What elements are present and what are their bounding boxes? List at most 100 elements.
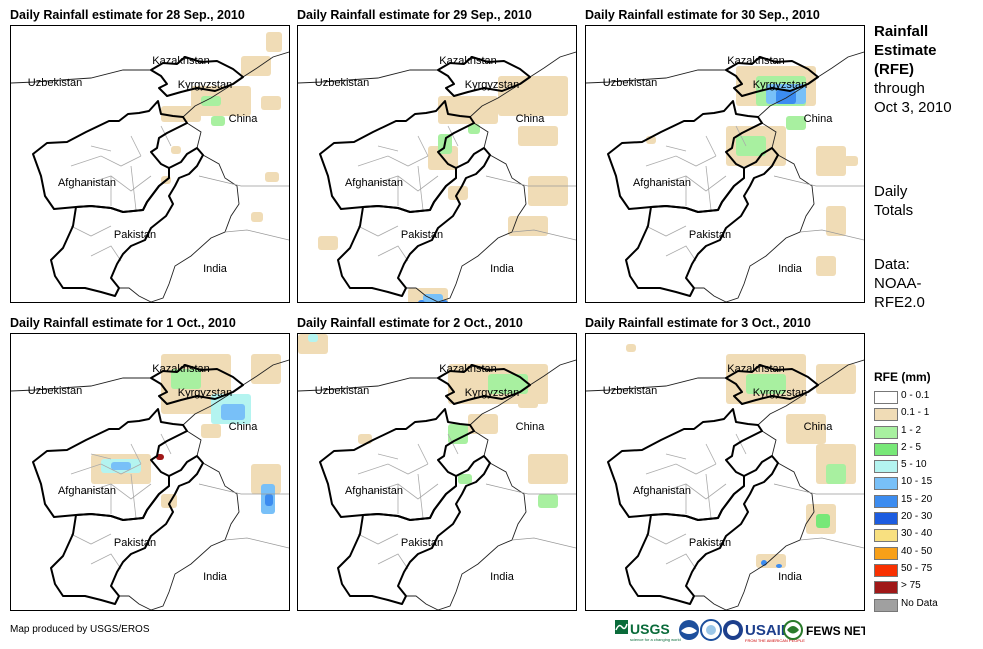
label-kazakhstan: Kazakhstan <box>152 55 209 67</box>
india-border <box>694 154 815 302</box>
legend-swatch <box>874 460 898 474</box>
legend-label: 30 - 40 <box>901 528 933 540</box>
kyrgyzstan-outline <box>150 364 244 405</box>
legend-label: 10 - 15 <box>901 476 933 488</box>
label-pakistan: Pakistan <box>401 537 443 549</box>
label-afghanistan: Afghanistan <box>633 177 691 189</box>
india-state-lines <box>485 483 576 549</box>
rainfall-patch <box>423 294 443 302</box>
rainfall-patch <box>786 414 826 444</box>
legend-swatch <box>874 581 898 595</box>
india-border <box>694 462 815 610</box>
rainfall-patch <box>201 424 221 438</box>
label-china: China <box>804 421 834 433</box>
rainfall-patch <box>171 146 181 154</box>
legend-label: 0 - 0.1 <box>901 390 930 401</box>
rainfall-patch <box>816 514 830 528</box>
map-svg: Kazakhstan Uzbekistan Kyrgyzstan China Afgha… <box>586 51 864 302</box>
legend-swatch <box>874 546 898 560</box>
label-afghanistan: Afghanistan <box>58 485 116 497</box>
legend-swatch <box>874 442 898 456</box>
kyrgyzstan-outline <box>725 56 819 97</box>
map-svg: Kazakhstan Uzbekistan Kyrgyzstan China Afgha… <box>298 51 576 302</box>
rainfall-patch <box>251 354 281 384</box>
through-date: through Oct 3, 2010 <box>874 80 952 116</box>
svg-text:science for a changing world: science for a changing world <box>630 637 681 642</box>
label-pakistan: Pakistan <box>401 229 443 241</box>
legend-swatch <box>874 598 898 612</box>
legend-label: 15 - 20 <box>901 493 933 505</box>
rainfall-patch <box>844 156 858 166</box>
rainfall-patch <box>528 176 568 206</box>
rainfall-patch <box>626 344 636 352</box>
kazakhstan-border <box>298 377 438 392</box>
legend-label: 2 - 5 <box>901 441 922 453</box>
label-uzbekistan: Uzbekistan <box>603 77 657 89</box>
india-state-lines <box>773 483 864 549</box>
map-svg: Kazakhstan Uzbekistan Kyrgyzstan China Afgha… <box>11 354 289 610</box>
china-border <box>469 391 521 457</box>
label-uzbekistan: Uzbekistan <box>315 385 369 397</box>
rainfall-patch <box>448 424 468 444</box>
rainfall-patch <box>528 454 568 484</box>
label-kyrgyzstan: Kyrgyzstan <box>465 387 519 399</box>
rainfall-patch <box>221 404 245 420</box>
noaa-logo <box>679 620 699 640</box>
label-china: China <box>229 421 259 433</box>
pakistan-outline <box>625 455 779 605</box>
rainfall-patch <box>308 334 318 342</box>
svg-text:FROM THE AMERICAN PEOPLE: FROM THE AMERICAN PEOPLE <box>745 638 805 643</box>
rainfall-patch <box>518 394 538 408</box>
rainfall-patch <box>776 564 782 568</box>
usgs-logo: USGS science for a changing world <box>615 620 681 642</box>
legend-label: 0.1 - 1 <box>901 407 930 419</box>
rainfall-patch <box>826 206 846 236</box>
label-kazakhstan: Kazakhstan <box>152 363 209 375</box>
map-frame: Kazakhstan Uzbekistan Kyrgyzstan China Afgha… <box>585 25 865 303</box>
rainfall-patch <box>816 146 846 176</box>
kazakhstan-border <box>11 377 151 392</box>
rainfall-layer <box>626 344 856 568</box>
pakistan-outline <box>50 455 204 605</box>
rainfall-patch <box>458 474 472 484</box>
svg-text:USGS: USGS <box>630 621 670 637</box>
label-uzbekistan: Uzbekistan <box>603 385 657 397</box>
rainfall-patch <box>468 414 498 434</box>
rainfall-layer <box>646 66 858 276</box>
label-kazakhstan: Kazakhstan <box>439 363 496 375</box>
kyrgyzstan-outline <box>725 364 819 405</box>
usaid-logo: USAID FROM THE AMERICAN PEOPLE <box>723 620 805 643</box>
panel-title: Daily Rainfall estimate for 29 Sep., 201… <box>297 8 532 22</box>
label-pakistan: Pakistan <box>689 537 731 549</box>
map-frame: Kazakhstan Uzbekistan Kyrgyzstan China Afgha… <box>585 333 865 611</box>
rainfall-patch <box>201 96 221 106</box>
pakistan-outline <box>625 147 779 297</box>
province-boundaries <box>357 433 459 570</box>
label-china: China <box>516 421 546 433</box>
rainfall-patch <box>241 56 271 76</box>
india-state-lines <box>485 175 576 241</box>
rainfall-patch <box>538 494 558 508</box>
kazakhstan-east-border <box>817 51 864 78</box>
svg-text:USAID: USAID <box>745 622 792 639</box>
map-svg: Kazakhstan Uzbekistan Kyrgyzstan China Afgha… <box>11 32 289 302</box>
rainfall-layer <box>91 354 281 514</box>
label-kazakhstan: Kazakhstan <box>727 55 784 67</box>
legend-swatch <box>874 494 898 508</box>
india-border <box>406 154 527 302</box>
rainfall-patch <box>298 334 328 354</box>
label-kazakhstan: Kazakhstan <box>727 363 784 375</box>
panel-title: Daily Rainfall estimate for 30 Sep., 201… <box>585 8 820 22</box>
legend-swatch <box>874 529 898 543</box>
rainfall-patch <box>786 116 806 130</box>
label-kazakhstan: Kazakhstan <box>439 55 496 67</box>
india-border <box>119 154 240 302</box>
label-kyrgyzstan: Kyrgyzstan <box>178 387 232 399</box>
rainfall-patch <box>111 462 131 470</box>
kazakhstan-border <box>586 69 726 84</box>
province-boundaries <box>70 125 172 262</box>
legend-label: 40 - 50 <box>901 545 933 557</box>
china-border <box>757 391 809 457</box>
map-frame: Kazakhstan Uzbekistan Kyrgyzstan China Afgha… <box>297 25 577 303</box>
rainfall-layer <box>298 334 568 508</box>
